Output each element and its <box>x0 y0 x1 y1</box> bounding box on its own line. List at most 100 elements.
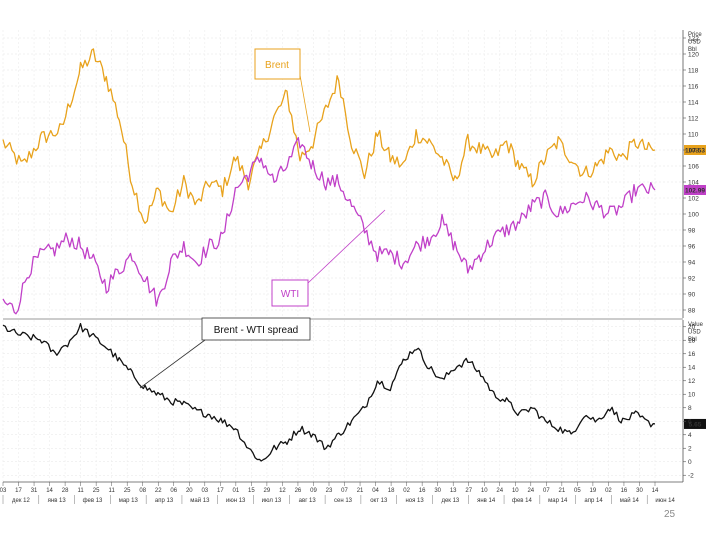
bottom-ytick-label: 18 <box>688 338 696 345</box>
top-ytick-label: 122 <box>688 35 699 42</box>
x-day-label: 30 <box>636 488 643 494</box>
x-month-label: июл 13 <box>262 498 282 504</box>
bottom-ytick-label: 12 <box>688 378 696 385</box>
last-value-badge-brent <box>684 145 706 155</box>
bottom-ytick-label: -2 <box>688 473 694 480</box>
annotation-brent-label: Brent <box>265 60 289 71</box>
x-month-label: апр 13 <box>155 498 174 504</box>
top-ytick-label: 88 <box>688 307 696 314</box>
x-month-label: сен 13 <box>334 498 353 504</box>
top-units-label: USD <box>688 40 701 46</box>
x-month-label: мар 14 <box>548 498 568 504</box>
x-day-label: 03 <box>0 488 7 494</box>
bottom-ytick-label: 20 <box>688 324 696 331</box>
x-day-label: 09 <box>310 488 317 494</box>
x-day-label: 27 <box>465 488 472 494</box>
x-day-label: 21 <box>357 488 364 494</box>
x-day-label: 25 <box>124 488 131 494</box>
x-day-label: 02 <box>403 488 410 494</box>
x-month-label: май 13 <box>190 497 210 504</box>
x-month-label: мар 13 <box>119 498 139 504</box>
x-day-label: 07 <box>341 488 348 494</box>
x-month-label: май 14 <box>620 497 640 504</box>
x-day-label: 23 <box>326 488 333 494</box>
x-day-label: 24 <box>527 488 534 494</box>
series-line-brent <box>2 48 656 224</box>
x-month-label: янв 14 <box>477 498 496 504</box>
x-month-label: дек 12 <box>12 498 30 504</box>
bottom-ytick-label: 14 <box>688 365 696 372</box>
last-value-label-brent-wti-spread: 5.65 <box>689 421 702 428</box>
bottom-ytick-label: 6 <box>688 419 692 426</box>
bottom-units-label: Bbl <box>688 337 697 343</box>
annotation-wti: WTI <box>271 209 386 307</box>
top-ytick-label: 120 <box>688 51 699 58</box>
top-ytick-label: 90 <box>688 291 696 298</box>
series-line-brent-wti-spread <box>2 322 656 462</box>
x-day-label: 18 <box>388 488 395 494</box>
annotation-spread-label: Brent - WTI spread <box>214 325 298 336</box>
x-day-label: 11 <box>109 488 116 494</box>
x-day-label: 12 <box>279 488 286 494</box>
x-month-label: июн 14 <box>655 498 675 504</box>
top-ytick-label: 108 <box>688 147 699 154</box>
top-ytick-label: 110 <box>688 131 699 138</box>
series-line-wti <box>2 136 656 315</box>
x-month-label: ноя 13 <box>405 498 424 504</box>
x-month-label: дек 13 <box>441 498 459 504</box>
annotation-wti-label: WTI <box>281 289 299 300</box>
x-day-label: 21 <box>559 488 566 494</box>
x-day-label: 28 <box>62 488 69 494</box>
x-day-label: 13 <box>450 488 457 494</box>
x-day-label: 14 <box>652 488 659 494</box>
top-ytick-label: 114 <box>688 99 699 106</box>
last-value-label-brent: 107.53 <box>685 148 705 155</box>
bottom-units-label: USD <box>688 330 701 336</box>
x-day-label: 10 <box>512 488 519 494</box>
bottom-ytick-label: 16 <box>688 351 696 358</box>
x-day-label: 20 <box>186 488 193 494</box>
x-day-label: 02 <box>605 488 612 494</box>
top-ytick-label: 94 <box>688 259 696 266</box>
top-chart-frame <box>2 30 684 318</box>
x-day-label: 16 <box>419 488 426 494</box>
x-day-label: 06 <box>170 488 177 494</box>
x-day-label: 26 <box>295 488 302 494</box>
x-day-label: 04 <box>372 488 379 494</box>
x-month-label: авг 13 <box>299 498 317 504</box>
bottom-chart-frame <box>2 320 684 482</box>
x-day-label: 29 <box>264 488 271 494</box>
top-ytick-label: 100 <box>688 211 699 218</box>
top-ytick-label: 116 <box>688 83 699 90</box>
x-day-label: 11 <box>78 488 85 494</box>
x-day-label: 03 <box>201 488 208 494</box>
last-value-badge-wti <box>684 185 706 195</box>
top-ytick-label: 104 <box>688 179 699 186</box>
x-day-label: 05 <box>574 488 581 494</box>
x-day-label: 19 <box>590 488 597 494</box>
bottom-ytick-label: 8 <box>688 405 692 412</box>
top-ytick-label: 102 <box>688 195 699 202</box>
last-value-label-wti: 102.99 <box>685 188 705 195</box>
top-ytick-label: 106 <box>688 163 699 170</box>
x-day-label: 15 <box>248 488 255 494</box>
top-units-label: Bbl <box>688 47 697 53</box>
bottom-units-label: Value <box>688 322 704 328</box>
x-day-label: 17 <box>15 488 22 494</box>
x-day-label: 17 <box>217 488 224 494</box>
x-day-label: 30 <box>434 488 441 494</box>
x-day-label: 14 <box>46 488 53 494</box>
x-month-label: фев 13 <box>83 498 103 504</box>
x-day-label: 25 <box>93 488 100 494</box>
last-value-badge-brent-wti-spread <box>684 418 706 429</box>
x-day-label: 16 <box>621 488 628 494</box>
x-day-label: 31 <box>31 488 38 494</box>
x-day-label: 01 <box>233 488 240 494</box>
top-ytick-label: 96 <box>688 243 696 250</box>
x-month-label: окт 13 <box>370 498 388 504</box>
top-units-label: Price <box>688 32 702 38</box>
x-month-label: фев 14 <box>512 498 532 504</box>
x-month-label: апр 14 <box>584 498 603 504</box>
